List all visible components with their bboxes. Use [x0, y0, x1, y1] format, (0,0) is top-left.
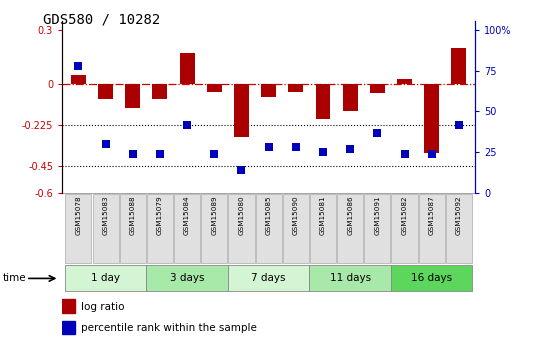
Point	[427, 151, 436, 157]
FancyBboxPatch shape	[310, 194, 336, 263]
Point	[373, 130, 382, 136]
Bar	[234, 84, 249, 137]
Bar	[71, 75, 86, 84]
Point	[183, 122, 192, 127]
Text: GSM15086: GSM15086	[347, 195, 353, 235]
Text: percentile rank within the sample: percentile rank within the sample	[81, 323, 257, 333]
Text: GSM15089: GSM15089	[211, 195, 217, 235]
FancyBboxPatch shape	[392, 194, 417, 263]
Point	[346, 146, 354, 152]
Bar	[152, 84, 167, 99]
Bar	[98, 84, 113, 99]
Bar	[451, 48, 467, 84]
Bar	[343, 84, 357, 111]
Bar	[62, 321, 76, 334]
Text: 3 days: 3 days	[170, 273, 204, 283]
FancyBboxPatch shape	[283, 194, 309, 263]
Text: GSM15084: GSM15084	[184, 195, 190, 235]
Text: GSM15087: GSM15087	[429, 195, 435, 235]
Point	[74, 63, 83, 69]
Bar	[288, 84, 303, 91]
Text: GSM15083: GSM15083	[103, 195, 109, 235]
Text: GSM15088: GSM15088	[130, 195, 136, 235]
Text: GSM15092: GSM15092	[456, 195, 462, 235]
Bar	[180, 53, 194, 84]
Point	[319, 150, 327, 155]
Point	[210, 151, 219, 157]
Text: GSM15091: GSM15091	[374, 195, 380, 235]
Bar	[125, 84, 140, 108]
FancyBboxPatch shape	[228, 265, 309, 291]
FancyBboxPatch shape	[146, 265, 228, 291]
FancyBboxPatch shape	[201, 194, 227, 263]
FancyBboxPatch shape	[418, 194, 445, 263]
Text: 1 day: 1 day	[91, 273, 120, 283]
Text: 7 days: 7 days	[252, 273, 286, 283]
Text: 11 days: 11 days	[329, 273, 371, 283]
Bar	[62, 299, 76, 313]
Point	[292, 145, 300, 150]
FancyBboxPatch shape	[92, 194, 119, 263]
Bar	[397, 79, 412, 84]
Text: GSM15085: GSM15085	[266, 195, 272, 235]
FancyBboxPatch shape	[446, 194, 472, 263]
Text: 16 days: 16 days	[411, 273, 453, 283]
Point	[102, 141, 110, 147]
Point	[455, 122, 463, 127]
Text: GSM15082: GSM15082	[402, 195, 408, 235]
Point	[237, 168, 246, 173]
Text: GDS580 / 10282: GDS580 / 10282	[43, 12, 160, 26]
Text: GSM15080: GSM15080	[239, 195, 245, 235]
FancyBboxPatch shape	[255, 194, 282, 263]
Text: log ratio: log ratio	[81, 302, 125, 312]
FancyBboxPatch shape	[65, 194, 91, 263]
Bar	[261, 84, 276, 97]
Text: GSM15078: GSM15078	[76, 195, 82, 235]
FancyBboxPatch shape	[65, 265, 146, 291]
FancyBboxPatch shape	[120, 194, 146, 263]
FancyBboxPatch shape	[309, 265, 391, 291]
FancyBboxPatch shape	[147, 194, 173, 263]
FancyBboxPatch shape	[228, 194, 254, 263]
Text: GSM15090: GSM15090	[293, 195, 299, 235]
Text: GSM15081: GSM15081	[320, 195, 326, 235]
FancyBboxPatch shape	[364, 194, 390, 263]
Point	[129, 151, 137, 157]
Text: GSM15079: GSM15079	[157, 195, 163, 235]
Point	[400, 151, 409, 157]
FancyBboxPatch shape	[337, 194, 363, 263]
Bar	[207, 84, 222, 91]
FancyBboxPatch shape	[391, 265, 472, 291]
Bar	[370, 84, 385, 93]
Point	[156, 151, 164, 157]
Bar	[315, 84, 330, 119]
FancyBboxPatch shape	[174, 194, 200, 263]
Bar	[424, 84, 439, 153]
Point	[265, 145, 273, 150]
Text: time: time	[3, 274, 26, 283]
